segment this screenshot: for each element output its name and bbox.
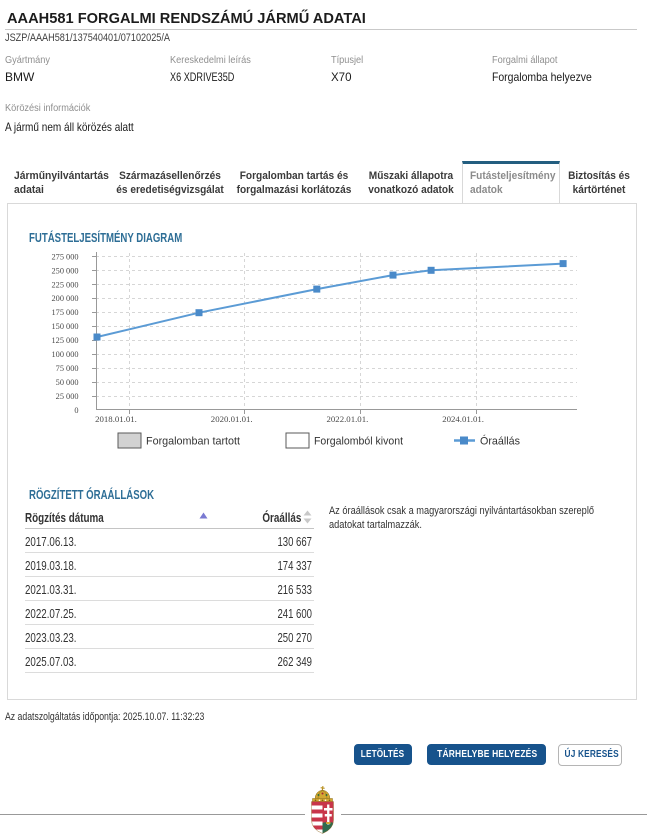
- svg-text:75 000: 75 000: [56, 364, 79, 373]
- svg-text:2020.01.01.: 2020.01.01.: [211, 414, 253, 424]
- svg-text:Forgalomban tartott: Forgalomban tartott: [146, 436, 240, 448]
- svg-text:2024.01.01.: 2024.01.01.: [442, 414, 484, 424]
- svg-text:275 000: 275 000: [52, 252, 79, 261]
- svg-text:200 000: 200 000: [52, 294, 79, 303]
- svg-text:0: 0: [74, 406, 78, 415]
- svg-text:2022.01.01.: 2022.01.01.: [327, 414, 369, 424]
- svg-text:Forgalomból kivont: Forgalomból kivont: [314, 436, 403, 448]
- svg-text:2018.01.01.: 2018.01.01.: [95, 414, 137, 424]
- svg-text:25 000: 25 000: [56, 392, 79, 401]
- svg-text:175 000: 175 000: [52, 308, 79, 317]
- svg-text:225 000: 225 000: [52, 280, 79, 289]
- svg-text:150 000: 150 000: [52, 322, 79, 331]
- svg-text:Óraállás: Óraállás: [480, 435, 520, 448]
- svg-text:100 000: 100 000: [52, 350, 79, 359]
- svg-text:50 000: 50 000: [56, 378, 79, 387]
- svg-text:250 000: 250 000: [52, 266, 79, 275]
- svg-text:125 000: 125 000: [52, 336, 79, 345]
